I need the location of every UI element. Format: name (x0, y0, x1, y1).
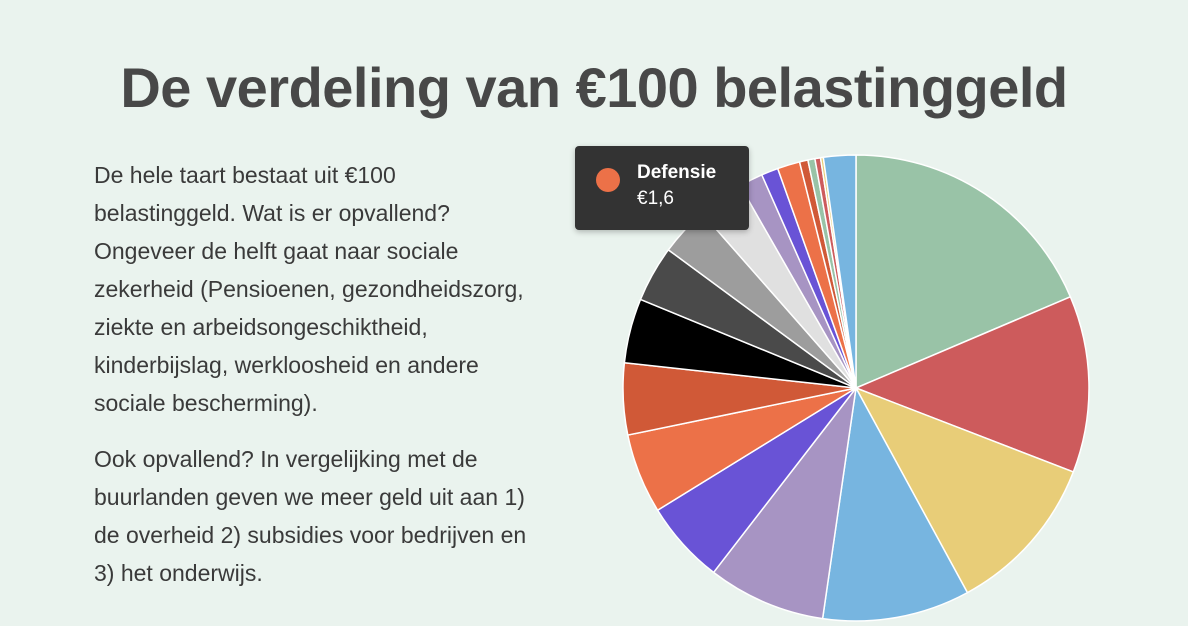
pie-slice-2[interactable] (855, 296, 1090, 473)
pie-slice-1[interactable] (855, 154, 1072, 389)
pie-slice-5[interactable] (712, 387, 857, 620)
paragraph-1: De hele taart bestaat uit €100 belasting… (94, 162, 524, 416)
paragraph-2: Ook opvallend? In vergelijking met de bu… (94, 446, 527, 586)
pie-slice-3[interactable] (855, 387, 1075, 594)
chart-tooltip: Defensie €1,6 (575, 146, 749, 230)
pie-slice-4[interactable] (821, 387, 969, 622)
tooltip-value: €1,6 (637, 188, 674, 209)
page-title: De verdeling van €100 belastinggeld (120, 56, 1068, 119)
tooltip-color-dot (596, 168, 620, 192)
pie-slice-20[interactable] (822, 154, 857, 389)
tooltip-label: Defensie (637, 162, 717, 183)
body-text: De hele taart bestaat uit €100 belasting… (94, 156, 544, 610)
